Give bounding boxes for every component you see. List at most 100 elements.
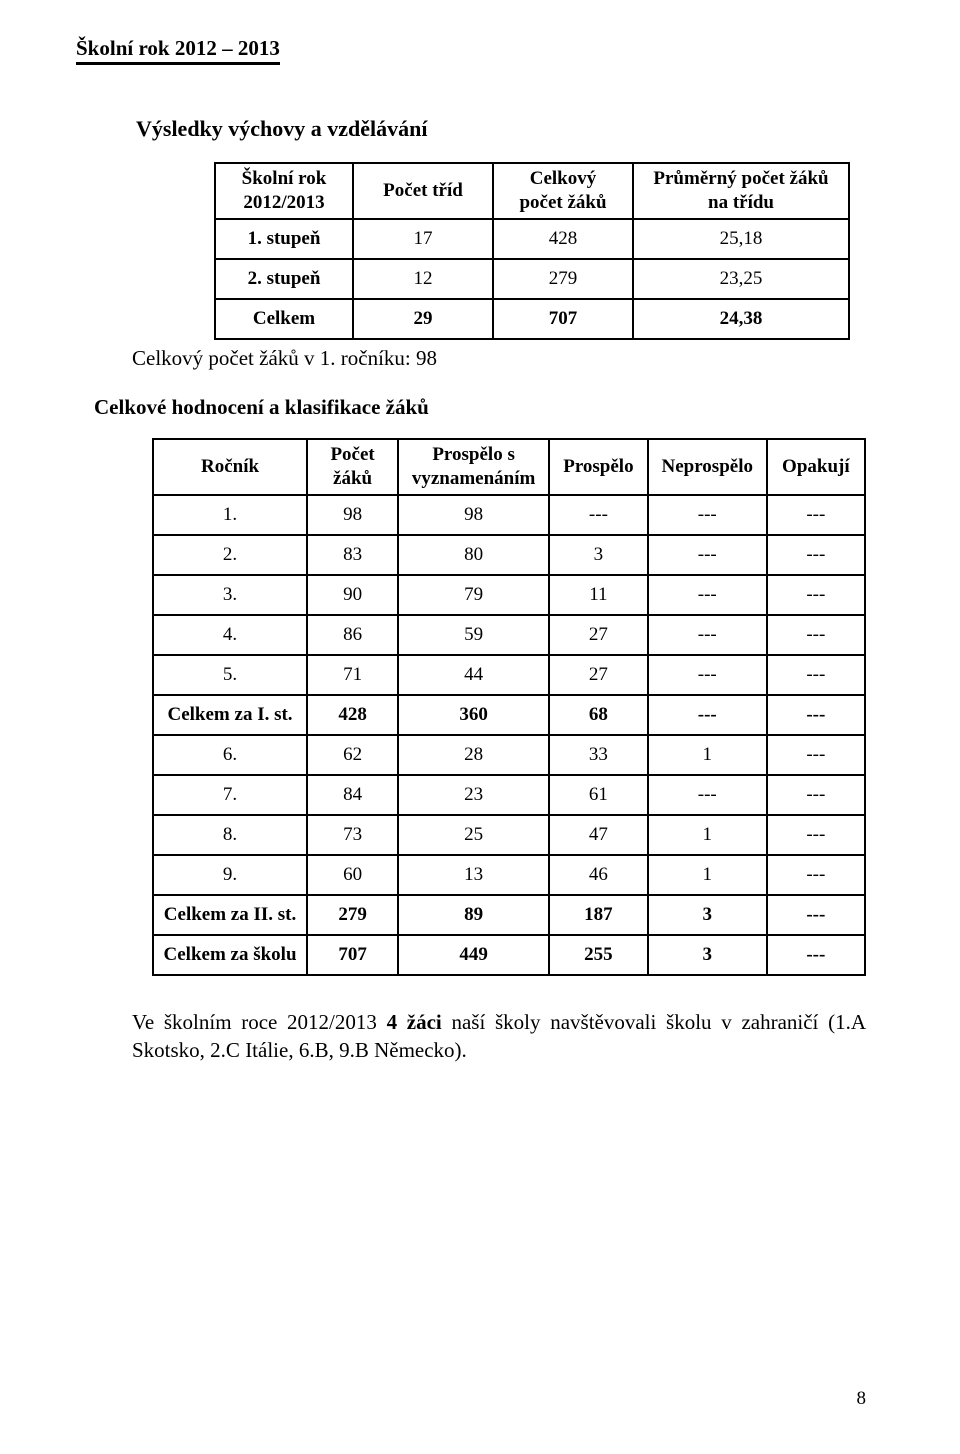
table-cell: --- (767, 655, 865, 695)
table-cell: 13 (398, 855, 549, 895)
table-cell: --- (767, 615, 865, 655)
page-number: 8 (857, 1388, 867, 1410)
table-cell: 5. (153, 655, 307, 695)
table-cell: 33 (549, 735, 648, 775)
running-header-text: Školní rok 2012 – 2013 (76, 36, 280, 65)
table-cell: 71 (307, 655, 398, 695)
table-cell: 17 (353, 219, 493, 259)
table-cell: 279 (493, 259, 633, 299)
table-cell: Celkem za školu (153, 935, 307, 975)
table-cell: 79 (398, 575, 549, 615)
table-cell: 7. (153, 775, 307, 815)
table-cell: Celkem za I. st. (153, 695, 307, 735)
table-cell: 46 (549, 855, 648, 895)
table-cell: 3. (153, 575, 307, 615)
section2-title: Celkové hodnocení a klasifikace žáků (94, 395, 866, 420)
table-cell: 428 (493, 219, 633, 259)
table-cell: --- (767, 535, 865, 575)
table-cell: 83 (307, 535, 398, 575)
table-cell: 12 (353, 259, 493, 299)
table-cell: 2. stupeň (215, 259, 353, 299)
table-cell: 44 (398, 655, 549, 695)
table-cell: --- (767, 495, 865, 535)
t1-h4: Průměrný počet žákůna třídu (633, 163, 849, 219)
table-cell: 1 (648, 815, 767, 855)
table-cell: --- (767, 735, 865, 775)
para-bold: 4 žáci (387, 1010, 442, 1034)
table-cell: 3 (648, 935, 767, 975)
table-cell: --- (648, 495, 767, 535)
table-cell: Celkem (215, 299, 353, 339)
table-cell: --- (648, 775, 767, 815)
table-cell: --- (549, 495, 648, 535)
table-cell: 6. (153, 735, 307, 775)
table-cell: 89 (398, 895, 549, 935)
table-cell: 68 (549, 695, 648, 735)
t2-h6: Opakují (767, 439, 865, 495)
table-summary: Školní rok2012/2013 Počet tříd Celkovýpo… (214, 162, 850, 340)
table-cell: 47 (549, 815, 648, 855)
running-header: Školní rok 2012 – 2013 (76, 36, 280, 65)
table-cell: --- (648, 615, 767, 655)
table-cell: 27 (549, 615, 648, 655)
t2-body: 1.9898---------2.83803------3.907911----… (153, 495, 865, 975)
table-grades: Ročník Početžáků Prospělo svyznamenáním … (152, 438, 866, 976)
table-cell: 62 (307, 735, 398, 775)
table-cell: --- (648, 575, 767, 615)
table-cell: 25 (398, 815, 549, 855)
para-pre: Ve školním roce 2012/2013 (132, 1010, 387, 1034)
table-cell: 27 (549, 655, 648, 695)
table-cell: --- (767, 695, 865, 735)
t1-h2: Počet tříd (353, 163, 493, 219)
table-cell: 1 (648, 855, 767, 895)
note-text: Celkový počet žáků v 1. ročníku: 98 (132, 346, 866, 371)
table-cell: --- (767, 775, 865, 815)
table-cell: 1 (648, 735, 767, 775)
table-cell: 24,38 (633, 299, 849, 339)
table-cell: 1. stupeň (215, 219, 353, 259)
table-cell: 29 (353, 299, 493, 339)
t2-h4: Prospělo (549, 439, 648, 495)
t2-h2: Početžáků (307, 439, 398, 495)
table-cell: 90 (307, 575, 398, 615)
table-cell: 9. (153, 855, 307, 895)
table-cell: Celkem za II. st. (153, 895, 307, 935)
table-cell: 28 (398, 735, 549, 775)
t2-h1: Ročník (153, 439, 307, 495)
table-cell: --- (767, 935, 865, 975)
table-cell: --- (648, 655, 767, 695)
table-cell: 279 (307, 895, 398, 935)
table-cell: 98 (398, 495, 549, 535)
table-cell: --- (648, 695, 767, 735)
table-cell: 707 (493, 299, 633, 339)
table-cell: --- (767, 855, 865, 895)
t2-h3: Prospělo svyznamenáním (398, 439, 549, 495)
table-cell: 98 (307, 495, 398, 535)
t1-h1: Školní rok2012/2013 (215, 163, 353, 219)
table-cell: 707 (307, 935, 398, 975)
table-cell: 80 (398, 535, 549, 575)
t1-h3: Celkovýpočet žáků (493, 163, 633, 219)
table-cell: 187 (549, 895, 648, 935)
table-cell: --- (648, 535, 767, 575)
table-cell: 84 (307, 775, 398, 815)
table-cell: 3 (648, 895, 767, 935)
table-cell: 255 (549, 935, 648, 975)
table-cell: 60 (307, 855, 398, 895)
table-cell: 360 (398, 695, 549, 735)
t2-h5: Neprospělo (648, 439, 767, 495)
table-cell: 61 (549, 775, 648, 815)
table-cell: 59 (398, 615, 549, 655)
table-cell: 8. (153, 815, 307, 855)
t1-body: 1. stupeň1742825,182. stupeň1227923,25Ce… (215, 219, 849, 339)
section1-title: Výsledky výchovy a vzdělávání (136, 116, 866, 142)
table-cell: 3 (549, 535, 648, 575)
table-cell: 11 (549, 575, 648, 615)
table-cell: 2. (153, 535, 307, 575)
table-cell: --- (767, 815, 865, 855)
table-cell: 1. (153, 495, 307, 535)
paragraph: Ve školním roce 2012/2013 4 žáci naší šk… (132, 1008, 866, 1065)
table-cell: 86 (307, 615, 398, 655)
table-cell: 23 (398, 775, 549, 815)
table-cell: 73 (307, 815, 398, 855)
